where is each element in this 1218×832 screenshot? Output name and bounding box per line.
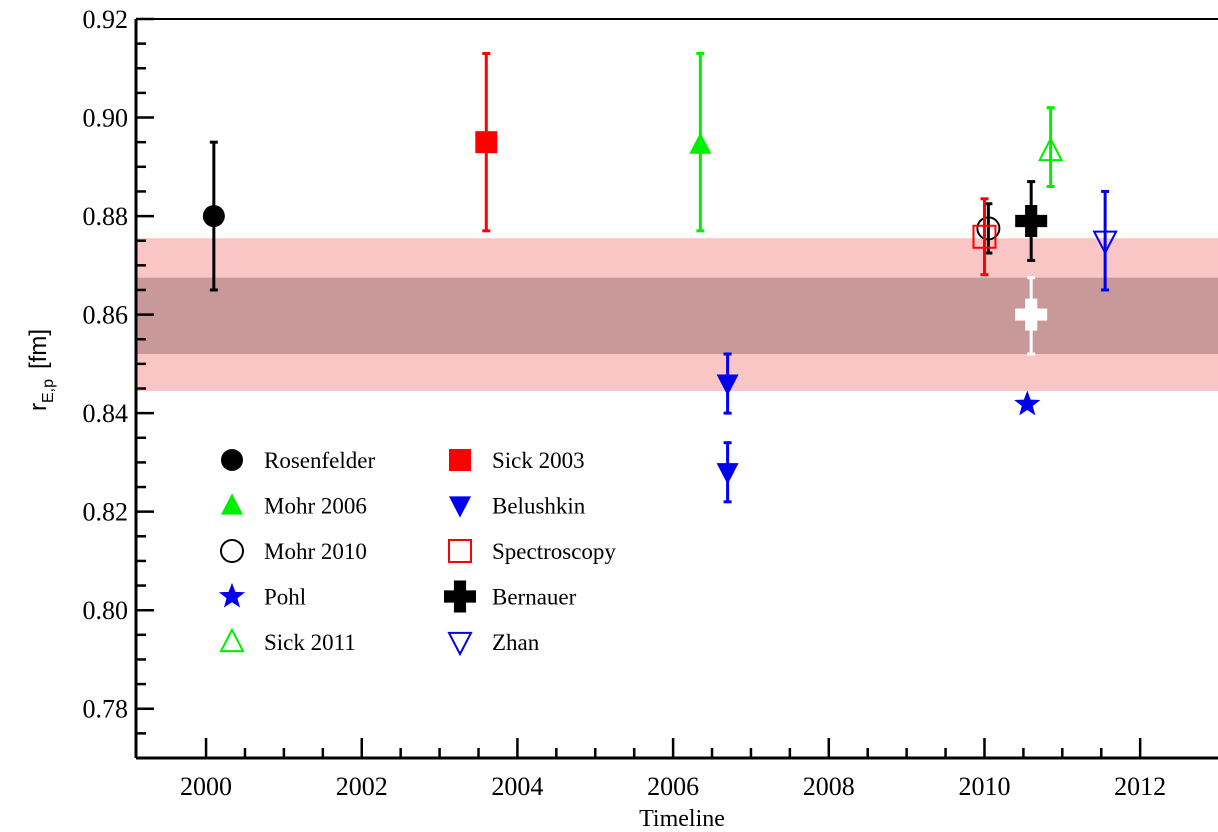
data-marker — [716, 374, 739, 396]
legend-item: Mohr 2006 — [221, 493, 367, 519]
data-marker — [1014, 390, 1041, 416]
x-tick-label: 2008 — [803, 772, 855, 801]
y-tick-label: 0.92 — [83, 5, 129, 34]
legend: Rosenfelder Sick 2003 Mohr 2006 Belushkin Mo… — [218, 448, 616, 657]
legend-marker — [218, 582, 246, 608]
y-axis-label-subscript: E,p — [40, 379, 57, 403]
legend-label: Sick 2003 — [492, 448, 585, 473]
x-tick-label: 2004 — [491, 772, 543, 801]
y-tick-label: 0.88 — [83, 202, 129, 231]
y-tick-label: 0.80 — [83, 596, 129, 625]
y-axis-label-symbol: r — [25, 403, 52, 411]
legend-item: Pohl — [218, 582, 306, 610]
x-tick-label: 2010 — [958, 772, 1010, 801]
y-tick-label: 0.86 — [83, 301, 129, 330]
legend-item: Belushkin — [449, 494, 586, 519]
data-point-belushkin — [716, 352, 739, 415]
uncertainty-bands — [136, 238, 1218, 391]
legend-label: Mohr 2006 — [264, 494, 367, 519]
data-marker — [1015, 298, 1048, 331]
y-tick-label: 0.84 — [83, 399, 129, 428]
legend-marker — [221, 493, 243, 515]
data-point-pohl — [1014, 390, 1041, 416]
data-point-bernauer — [1015, 180, 1048, 262]
legend-label: Sick 2011 — [264, 630, 356, 655]
legend-marker — [219, 627, 245, 653]
data-point-sick-2003 — [475, 51, 498, 233]
data-marker — [202, 205, 225, 228]
legend-marker — [447, 631, 473, 657]
x-tick-label: 2000 — [180, 772, 232, 801]
legend-label: Mohr 2010 — [264, 539, 367, 564]
data-marker — [716, 463, 739, 485]
y-axis-label: rE,p [fm] — [25, 329, 57, 411]
legend-item: Sick 2003 — [449, 448, 585, 473]
uncertainty-band-1 — [136, 277, 1218, 355]
legend-marker — [220, 539, 244, 563]
legend-marker — [449, 496, 471, 518]
data-marker — [976, 216, 1001, 241]
legend-label: Bernauer — [492, 585, 577, 610]
legend-item: Mohr 2010 — [220, 539, 367, 564]
legend-item: Sick 2011 — [219, 627, 356, 655]
data-marker — [1037, 136, 1064, 162]
legend-marker — [444, 580, 476, 613]
data-points — [202, 51, 1118, 504]
data-point-zhan — [1092, 189, 1118, 292]
data-marker — [1015, 204, 1048, 237]
data-marker — [475, 131, 498, 154]
legend-item: Bernauer — [444, 580, 577, 613]
data-point-spectroscopy — [972, 197, 997, 277]
data-point-belushkin — [716, 441, 739, 504]
x-tick-label: 2012 — [1114, 772, 1166, 801]
legend-item: Rosenfelder — [221, 448, 375, 473]
data-point-mohr-2006 — [689, 51, 712, 233]
x-tick-label: 2006 — [647, 772, 699, 801]
data-marker — [1092, 230, 1118, 255]
svg-text:rE,p[fm]: rE,p [fm] — [25, 329, 57, 411]
legend-item: Zhan — [447, 630, 540, 657]
y-axis-label-unit: [fm] — [25, 329, 52, 369]
data-point-mohr-2010 — [976, 202, 1001, 255]
legend-item: Spectroscopy — [448, 539, 616, 564]
data-marker — [972, 224, 997, 249]
legend-label: Pohl — [264, 585, 306, 610]
y-tick-label: 0.78 — [83, 695, 129, 724]
legend-label: Zhan — [492, 630, 540, 655]
x-tick-label: 2002 — [336, 772, 388, 801]
x-axis-label: Timeline — [639, 806, 725, 832]
data-point-series-8 — [1015, 276, 1048, 356]
plot-axes: 0.78 0.80 0.82 0.84 0.86 0.88 0.90 0.92 2000 2002… — [83, 5, 1218, 801]
data-point-rosenfelder — [202, 140, 225, 292]
legend-label: Spectroscopy — [492, 539, 616, 564]
data-point-sick-2011 — [1037, 106, 1064, 189]
y-tick-label: 0.82 — [83, 498, 129, 527]
legend-label: Belushkin — [492, 494, 586, 519]
legend-label: Rosenfelder — [264, 448, 375, 473]
y-tick-label: 0.90 — [83, 104, 129, 133]
legend-marker — [448, 539, 472, 563]
legend-marker — [221, 449, 243, 471]
legend-marker — [449, 449, 471, 471]
data-marker — [689, 132, 712, 154]
